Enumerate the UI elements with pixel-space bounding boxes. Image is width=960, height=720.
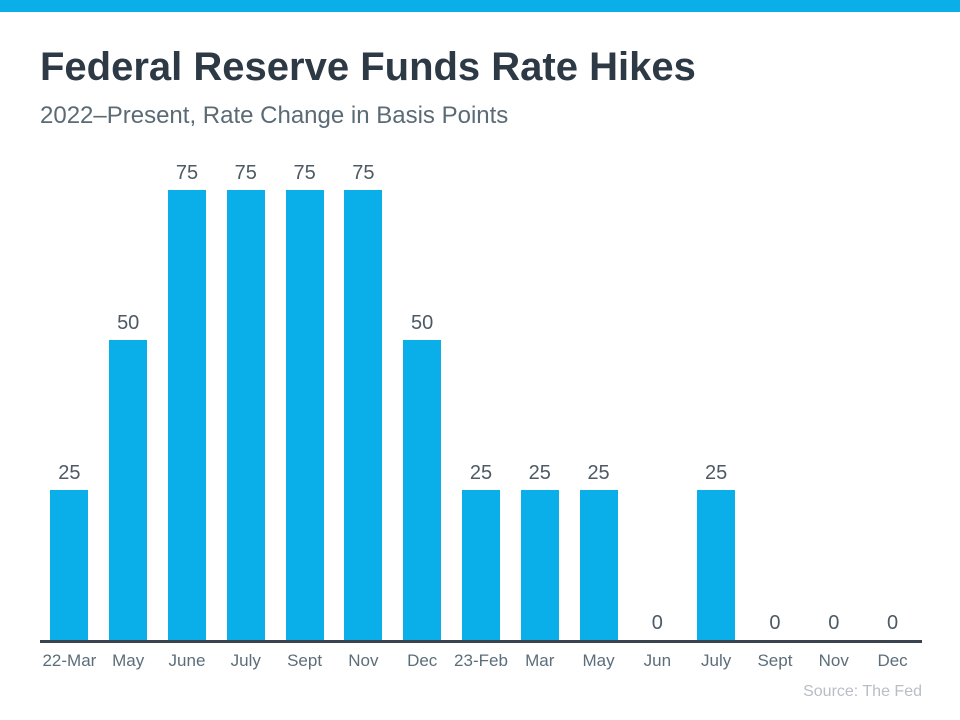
bar-value-label: 0 <box>769 612 781 634</box>
x-axis-tick-label: Jun <box>643 651 672 670</box>
bar-value-label: 75 <box>175 162 199 184</box>
bar-column: 0 <box>804 155 863 640</box>
x-axis-tick-label: Dec <box>407 651 438 670</box>
bar <box>520 490 559 640</box>
bar <box>579 490 618 640</box>
source-note: Source: The Fed <box>803 683 922 700</box>
x-axis-tick-label: Nov <box>818 651 849 670</box>
x-axis-tick-label: May <box>582 651 615 670</box>
bar-column: 0 <box>628 155 687 640</box>
bar <box>344 190 383 640</box>
x-axis-tick-label: June <box>168 651 206 670</box>
x-axis-tick-label: July <box>230 651 261 670</box>
bar-column: 0 <box>746 155 805 640</box>
bar <box>461 490 500 640</box>
bar-value-label: 75 <box>234 162 257 184</box>
x-axis-tick-label: Nov <box>348 651 379 670</box>
x-axis-tick-label: Mar <box>525 651 555 670</box>
bar-value-label: 25 <box>58 462 81 484</box>
bar-column: 75 <box>334 155 393 640</box>
bar-column: 25 <box>569 155 628 640</box>
top-accent-bar <box>0 0 960 12</box>
bar-value-label: 0 <box>651 612 663 634</box>
bar-column: 75 <box>275 155 334 640</box>
bar <box>109 340 148 640</box>
bar-column: 75 <box>158 155 217 640</box>
bar-column: 25 <box>687 155 746 640</box>
x-axis-tick-label: 22-Mar <box>42 651 97 670</box>
bar-value-label: 25 <box>587 462 610 484</box>
x-axis-tick-label: July <box>701 651 732 670</box>
bar-value-label: 25 <box>528 462 551 484</box>
bar-column: 25 <box>40 155 99 640</box>
bar <box>50 490 89 640</box>
bar-column: 25 <box>510 155 569 640</box>
bar <box>697 490 736 640</box>
bar-value-label: 75 <box>352 162 375 184</box>
bar-column: 25 <box>452 155 511 640</box>
bar-value-label: 0 <box>828 612 840 634</box>
bar-value-label: 50 <box>411 312 434 334</box>
bar <box>403 340 442 640</box>
bar-value-label: 75 <box>293 162 316 184</box>
bar <box>167 190 206 640</box>
x-axis-tick-label: 23-Feb <box>454 651 508 670</box>
x-axis-labels: 22-Mar May June July Sept Nov Dec 23-Feb Mar May J… <box>40 651 922 671</box>
chart-title: Federal Reserve Funds Rate Hikes <box>40 45 696 89</box>
bar-column: 0 <box>863 155 922 640</box>
chart-subtitle: 2022–Present, Rate Change in Basis Point… <box>40 102 509 129</box>
bar-value-label: 50 <box>117 312 140 334</box>
bar <box>285 190 324 640</box>
bar-column: 75 <box>216 155 275 640</box>
x-axis-tick-label: Dec <box>877 651 908 670</box>
bar-value-label: 25 <box>705 462 728 484</box>
bar-chart-plot-area: 25 50 75 75 75 75 50 25 25 25 0 25 0 0 0 <box>40 155 922 643</box>
x-axis-tick-label: Sept <box>287 651 323 670</box>
bar-column: 50 <box>393 155 452 640</box>
bar-value-label: 25 <box>469 462 493 484</box>
bar-value-label: 0 <box>886 612 899 634</box>
x-axis-tick-label: Sept <box>757 651 793 670</box>
bar <box>226 190 265 640</box>
x-axis-tick-label: May <box>112 651 145 670</box>
bar-column: 50 <box>99 155 158 640</box>
